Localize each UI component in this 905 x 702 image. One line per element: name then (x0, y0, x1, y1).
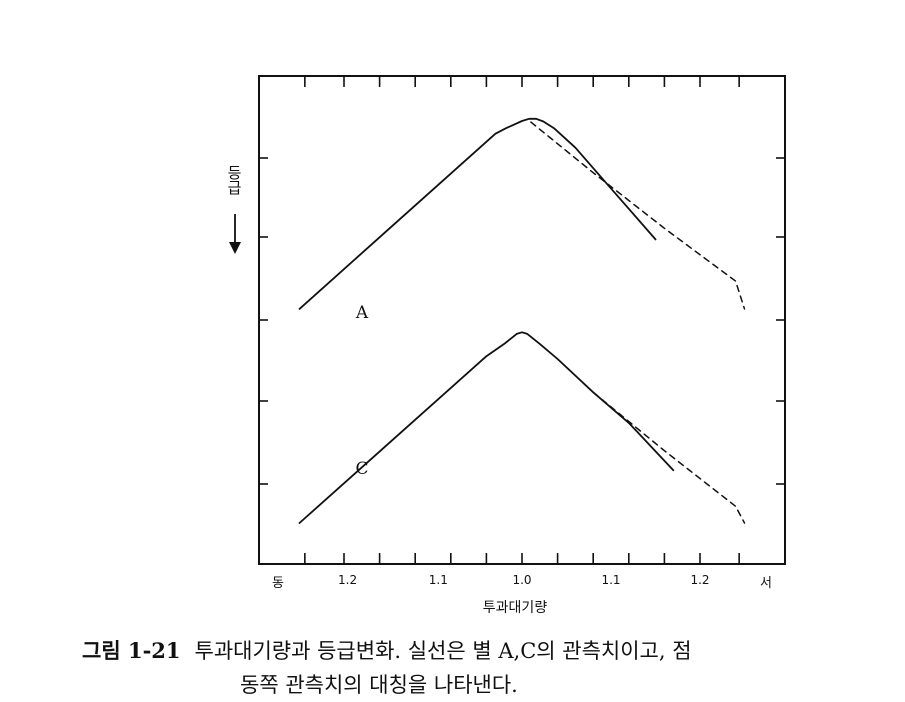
x-axis-label: 투과대기량 (483, 600, 548, 616)
x-tick-label: 1.1 (601, 573, 620, 587)
series-layer (298, 117, 746, 524)
x-tick-labels: 1.2 1.1 1.0 1.1 1.2 (338, 573, 710, 587)
caption-line-1: 투과대기량과 등급변화. 실선은 별 A,C의 관측치이고, 점 (194, 639, 692, 663)
x-tick-label: 1.2 (690, 573, 709, 587)
x-tick-label: 1.2 (338, 573, 357, 587)
x-right-end-label: 서 (760, 576, 772, 591)
caption-line-2: 동쪽 관측치의 대칭을 나타낸다. (240, 673, 518, 697)
x-tick-label: 1.1 (429, 573, 448, 587)
series-label-a: A (355, 303, 369, 323)
plot-frame (258, 75, 786, 565)
series-a-dashed (530, 121, 746, 310)
y-axis-label: 등급 (225, 165, 243, 195)
series-label-c: C (355, 459, 368, 479)
x-tick-label: 1.0 (512, 573, 531, 587)
down-arrow-icon (229, 214, 241, 254)
axis-ticks (259, 76, 785, 564)
series-c-solid (298, 331, 675, 524)
caption-number: 그림 1-21 (82, 638, 181, 663)
series-a-solid (298, 117, 657, 310)
x-left-end-label: 동 (272, 576, 284, 591)
figure-caption: 그림 1-21 투과대기량과 등급변화. 실선은 별 A,C의 관측치이고, 점 … (82, 634, 902, 702)
series-c-dashed (592, 391, 746, 524)
